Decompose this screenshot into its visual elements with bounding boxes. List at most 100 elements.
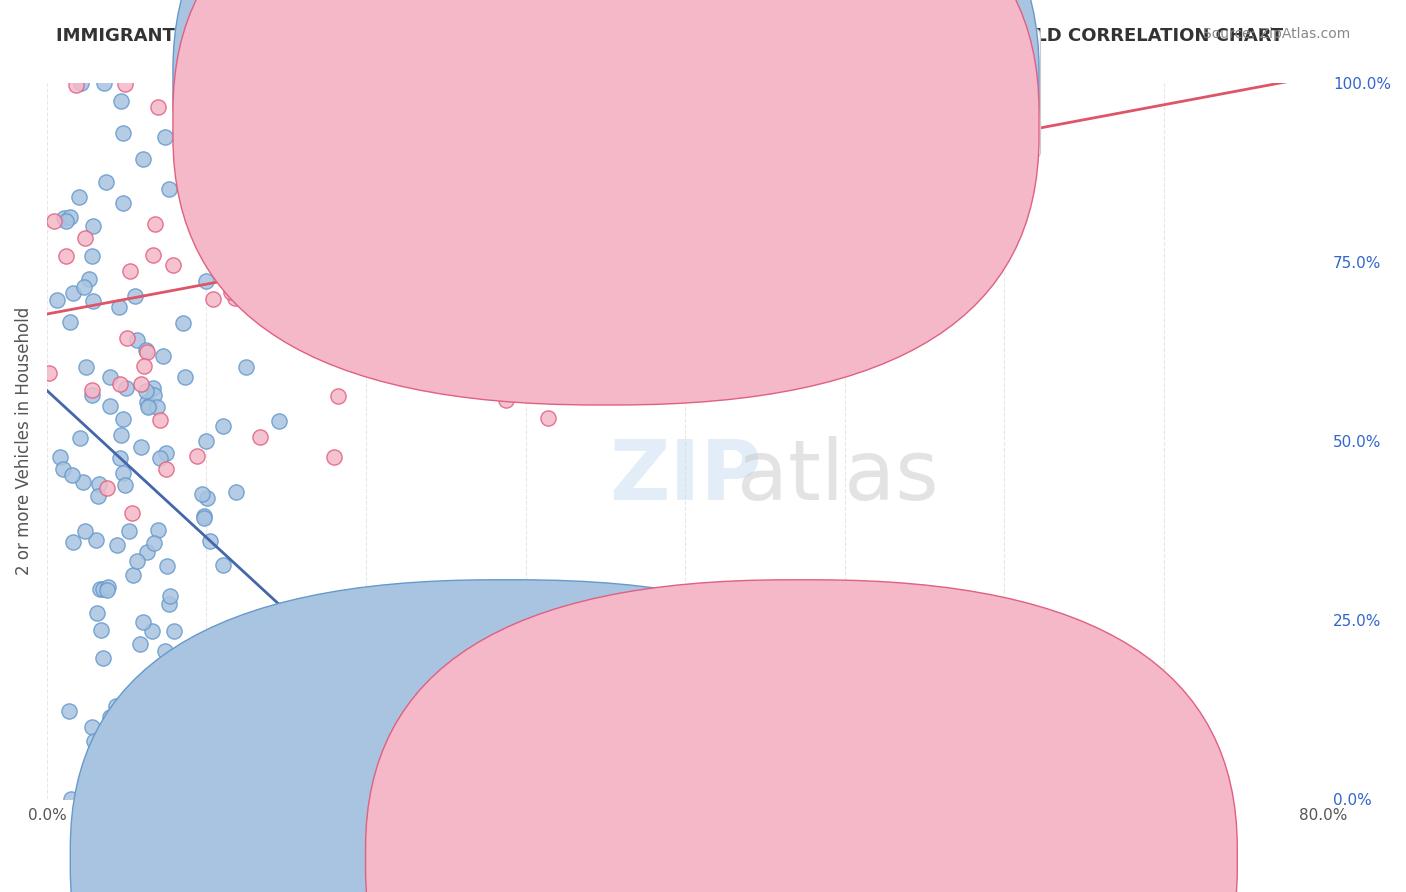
Point: [80, 720, 103, 734]
Point: [249, 430, 271, 444]
Point: [91, 651, 114, 665]
Text: Immigrants from Vietnam: Immigrants from Vietnam: [823, 849, 1036, 867]
Point: [105, 537, 128, 551]
Point: [454, 142, 477, 156]
Point: [432, 62, 454, 77]
Point: [374, 751, 396, 765]
Point: [170, 702, 193, 716]
Point: [193, 511, 215, 525]
Point: [87, 477, 110, 491]
Point: [186, 449, 208, 463]
Point: [837, 62, 859, 77]
Point: [110, 95, 132, 109]
Point: [645, 194, 668, 209]
Point: [662, 62, 685, 77]
Point: [330, 248, 353, 262]
Point: [94, 175, 117, 189]
Point: [136, 345, 159, 359]
Point: [193, 109, 215, 123]
Point: [132, 153, 155, 167]
Point: [195, 690, 218, 704]
Point: [52, 462, 75, 476]
Point: [197, 775, 219, 789]
Point: [170, 791, 193, 805]
Point: [235, 359, 257, 374]
Point: [138, 399, 160, 413]
Point: [149, 413, 172, 427]
Point: [96, 481, 118, 495]
Point: [89, 623, 111, 637]
Point: [108, 300, 131, 314]
Point: [135, 384, 157, 398]
Point: [82, 219, 104, 233]
Point: [146, 400, 169, 414]
Point: [298, 683, 321, 698]
Point: [114, 477, 136, 491]
Point: [112, 127, 135, 141]
Point: [224, 146, 246, 161]
Point: [198, 533, 221, 548]
Point: [156, 559, 179, 574]
Point: [202, 227, 225, 242]
Point: [195, 491, 218, 506]
Point: [325, 163, 347, 178]
Point: [343, 268, 366, 282]
Text: R =  0.213   N = 71: R = 0.213 N = 71: [626, 123, 832, 141]
Point: [146, 523, 169, 537]
Point: [118, 524, 141, 538]
Point: [134, 359, 156, 373]
Point: [212, 558, 235, 573]
Point: [129, 440, 152, 454]
Point: [79, 791, 101, 805]
Point: [42, 214, 65, 228]
Point: [193, 508, 215, 523]
Point: [62, 535, 84, 549]
Point: [114, 77, 136, 91]
Point: [157, 598, 180, 612]
Point: [93, 77, 115, 91]
Point: [603, 256, 626, 270]
Point: [482, 373, 505, 387]
Y-axis label: 2 or more Vehicles in Household: 2 or more Vehicles in Household: [15, 307, 32, 575]
Point: [201, 292, 224, 306]
Point: [141, 624, 163, 638]
Point: [143, 388, 166, 402]
Text: IMMIGRANTS FROM GUYANA VS IMMIGRANTS FROM VIETNAM 2 OR MORE VEHICLES IN HOUSEHOL: IMMIGRANTS FROM GUYANA VS IMMIGRANTS FRO…: [56, 27, 1284, 45]
Point: [326, 389, 349, 403]
Point: [62, 286, 84, 301]
Point: [118, 263, 141, 277]
Point: [696, 84, 718, 98]
Point: [128, 636, 150, 650]
Point: [173, 369, 195, 384]
Point: [652, 196, 675, 211]
Point: [146, 101, 169, 115]
Point: [84, 533, 107, 547]
Point: [177, 656, 200, 670]
Point: [406, 175, 429, 189]
Point: [124, 288, 146, 302]
Point: [627, 194, 650, 208]
Point: [98, 370, 121, 384]
Point: [463, 325, 485, 339]
Point: [111, 466, 134, 480]
Point: [111, 196, 134, 211]
Point: [172, 316, 194, 330]
Point: [115, 381, 138, 395]
Point: [155, 446, 177, 460]
Point: [155, 461, 177, 475]
Point: [75, 360, 97, 375]
Point: [302, 335, 325, 350]
Point: [149, 450, 172, 465]
Point: [143, 536, 166, 550]
Point: [77, 272, 100, 286]
Point: [502, 162, 524, 177]
Point: [52, 211, 75, 226]
Point: [65, 78, 87, 92]
Point: [129, 376, 152, 391]
Point: [110, 451, 132, 466]
Point: [125, 333, 148, 347]
Point: [60, 467, 83, 482]
Point: [59, 791, 82, 805]
Point: [49, 450, 72, 464]
Point: [139, 781, 162, 796]
